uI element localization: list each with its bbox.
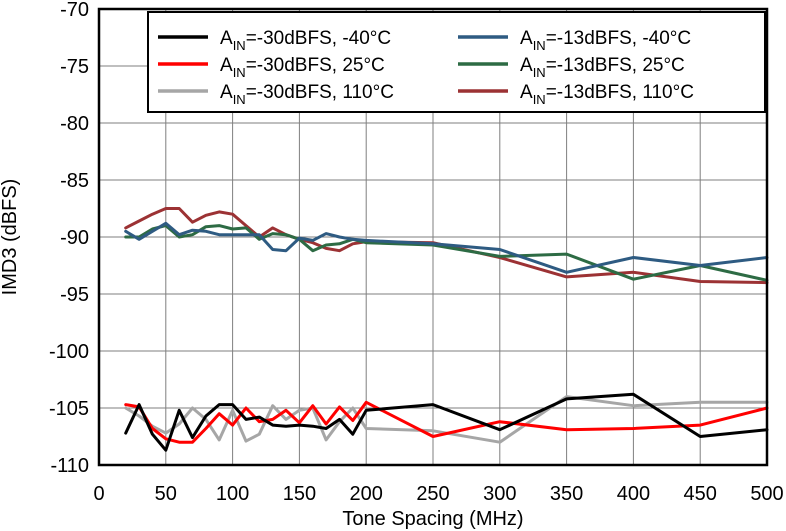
- legend-label-subscript: IN: [533, 65, 546, 80]
- series-line-1: [124, 392, 769, 452]
- series-line-3: [124, 395, 769, 444]
- legend-label-rest: =-30dBFS, 110°C: [246, 82, 394, 103]
- legend-label-subscript: IN: [533, 38, 546, 53]
- legend-label: AIN=-13dBFS, 110°C: [520, 82, 694, 107]
- legend-label-main: A: [220, 28, 233, 49]
- legend-label-main: A: [220, 82, 233, 103]
- y-tick-label: -70: [60, 0, 89, 21]
- x-tick-label: 200: [350, 483, 383, 505]
- legend-label-rest: =-13dBFS, -40°C: [546, 28, 691, 49]
- legend-label: AIN=-30dBFS, -40°C: [220, 28, 391, 53]
- x-axis-title: Tone Spacing (MHz): [342, 508, 523, 530]
- series-line-4: [124, 221, 769, 274]
- y-tick-label: -100: [49, 341, 89, 363]
- series-line-2: [124, 400, 769, 444]
- legend-label-subscript: IN: [233, 65, 246, 80]
- y-tick-label: -80: [60, 113, 89, 135]
- x-tick-label: 150: [283, 483, 316, 505]
- x-tick-label: 50: [155, 483, 177, 505]
- y-tick-label: -75: [60, 56, 89, 78]
- legend-label-rest: =-30dBFS, -40°C: [246, 28, 391, 49]
- legend-label-subscript: IN: [533, 92, 546, 107]
- x-tick-label: 250: [416, 483, 449, 505]
- y-tick-labels: -70 -75 -80 -85 -90 -95 -100 -105 -110: [49, 0, 89, 477]
- legend-label-rest: =-30dBFS, 25°C: [246, 55, 385, 76]
- x-tick-label: 450: [684, 483, 717, 505]
- series-lines: [124, 207, 769, 452]
- x-tick-label: 350: [550, 483, 583, 505]
- x-tick-label: 0: [93, 483, 104, 505]
- legend-label-main: A: [520, 82, 533, 103]
- y-tick-label: -90: [60, 227, 89, 249]
- x-tick-label: 400: [617, 483, 650, 505]
- y-tick-label: -105: [49, 398, 89, 420]
- x-tick-label: 300: [483, 483, 516, 505]
- x-tick-labels: 0 50 100 150 200 250 300 350 400 450 500: [93, 483, 783, 505]
- y-tick-label: -85: [60, 170, 89, 192]
- legend-label-rest: =-13dBFS, 25°C: [546, 55, 685, 76]
- plot-area-frame: [97, 7, 769, 467]
- series-line-5: [124, 224, 769, 282]
- legend-label-main: A: [220, 55, 233, 76]
- legend-label-subscript: IN: [233, 92, 246, 107]
- legend-label: AIN=-30dBFS, 110°C: [220, 82, 394, 107]
- legend-label-subscript: IN: [233, 38, 246, 53]
- x-tick-label: 100: [216, 483, 249, 505]
- x-tick-label: 500: [750, 483, 783, 505]
- legend-label: AIN=-13dBFS, -40°C: [520, 28, 691, 53]
- legend-label-main: A: [520, 28, 533, 49]
- legend-label: AIN=-30dBFS, 25°C: [220, 55, 385, 80]
- y-tick-label: -95: [60, 284, 89, 306]
- legend-box: [147, 11, 766, 113]
- legend-label-main: A: [520, 55, 533, 76]
- y-tick-label: -110: [50, 455, 89, 477]
- y-axis-title: IMD3 (dBFS): [0, 179, 21, 296]
- legend-label-rest: =-13dBFS, 110°C: [546, 82, 694, 103]
- legend-label: AIN=-13dBFS, 25°C: [520, 55, 685, 80]
